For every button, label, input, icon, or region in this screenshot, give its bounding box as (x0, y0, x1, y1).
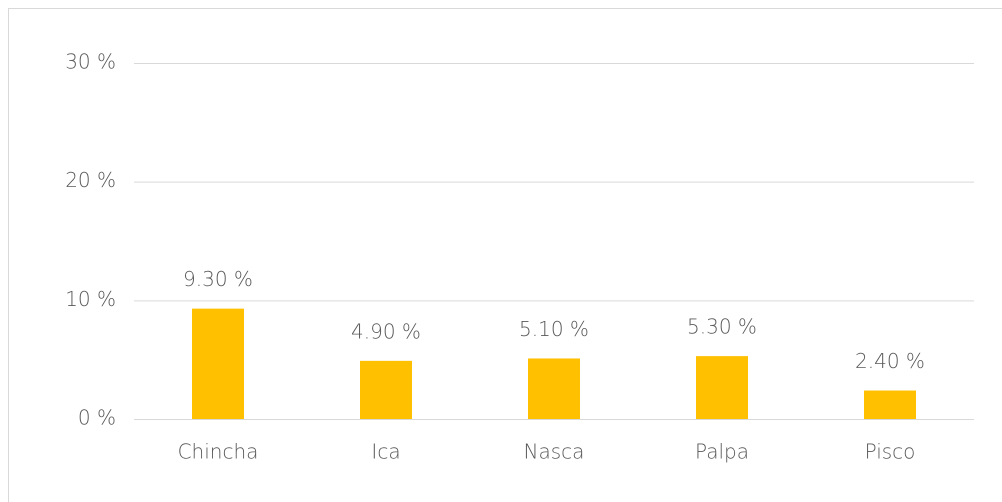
x-tick-label: Ica (371, 440, 400, 464)
x-tick-label: Palpa (695, 440, 749, 464)
data-label: 4.90 % (351, 319, 421, 343)
y-tick-label: 10 % (65, 287, 116, 311)
bar (864, 390, 916, 419)
x-tick-label: Nasca (524, 440, 585, 464)
data-label: 9.30 % (183, 267, 253, 291)
y-tick-label: 20 % (65, 168, 116, 192)
data-label: 5.30 % (687, 315, 757, 339)
bar (192, 308, 244, 419)
y-tick-label: 30 % (65, 50, 116, 74)
y-tick-label: 0 % (78, 406, 116, 430)
x-tick-label: Chincha (178, 440, 259, 464)
x-tick-label: Pisco (865, 440, 916, 464)
bar (360, 360, 412, 419)
chart-border (8, 8, 1002, 502)
data-label: 2.40 % (855, 349, 925, 373)
bar (528, 358, 580, 419)
bar (696, 356, 748, 419)
data-label: 5.10 % (519, 317, 589, 341)
